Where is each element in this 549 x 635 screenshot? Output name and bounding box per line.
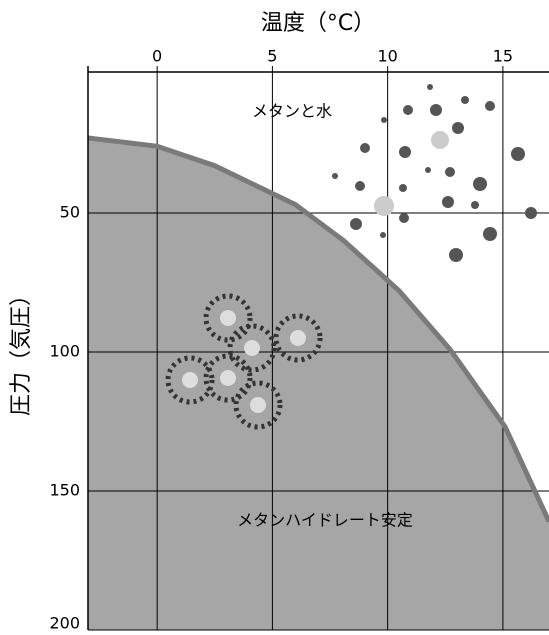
x-tick-label: 5 (267, 47, 277, 66)
chart-title: 温度（°C） (261, 11, 375, 36)
y-tick-label: 200 (49, 614, 80, 633)
x-tick-label: 10 (377, 47, 397, 66)
annotation: メタンハイドレート安定 (237, 511, 413, 530)
y-axis-label: 圧力（気圧） (9, 284, 34, 416)
free-molecules (332, 84, 537, 262)
y-tick-label: 50 (60, 203, 80, 222)
methane-molecules (374, 131, 449, 216)
y-tick-label: 100 (49, 342, 80, 361)
chart: 温度（°C） 圧力（気圧） メタンと水メタンハイドレート安定 0 5 10 15 50 100 1… (0, 0, 549, 635)
y-tick-label: 150 (49, 481, 80, 500)
x-tick-label: 15 (493, 47, 513, 66)
x-tick-label: 0 (152, 47, 162, 66)
annotation: メタンと水 (252, 102, 332, 121)
